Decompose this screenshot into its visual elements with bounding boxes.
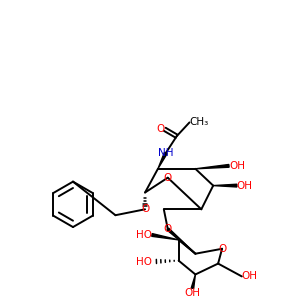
Text: OH: OH	[237, 181, 253, 190]
Polygon shape	[191, 274, 195, 289]
Polygon shape	[213, 184, 237, 187]
Text: O: O	[164, 224, 172, 234]
Text: OH: OH	[229, 161, 245, 171]
Text: O: O	[141, 204, 149, 214]
Polygon shape	[167, 228, 195, 254]
Text: CH₃: CH₃	[190, 117, 209, 128]
Text: NH: NH	[158, 148, 173, 158]
Polygon shape	[195, 164, 229, 169]
Text: OH: OH	[184, 288, 200, 298]
Polygon shape	[158, 152, 167, 169]
Text: OH: OH	[242, 272, 258, 281]
Text: O: O	[157, 124, 165, 134]
Polygon shape	[152, 234, 178, 240]
Text: O: O	[164, 173, 172, 183]
Text: HO: HO	[136, 230, 152, 240]
Text: O: O	[218, 244, 226, 254]
Text: HO: HO	[136, 256, 152, 267]
